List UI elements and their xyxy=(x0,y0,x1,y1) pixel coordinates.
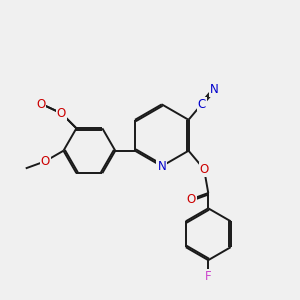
Text: C: C xyxy=(198,98,206,110)
Text: O: O xyxy=(187,193,196,206)
Text: O: O xyxy=(57,107,66,120)
Text: N: N xyxy=(210,83,218,96)
Text: O: O xyxy=(36,98,45,111)
Text: N: N xyxy=(158,160,166,173)
Text: O: O xyxy=(40,155,50,168)
Text: F: F xyxy=(205,270,211,283)
Text: O: O xyxy=(57,107,66,120)
Text: O: O xyxy=(200,163,209,176)
